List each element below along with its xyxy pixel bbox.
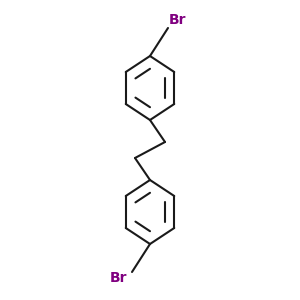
Text: Br: Br	[169, 13, 187, 27]
Text: Br: Br	[110, 271, 128, 285]
